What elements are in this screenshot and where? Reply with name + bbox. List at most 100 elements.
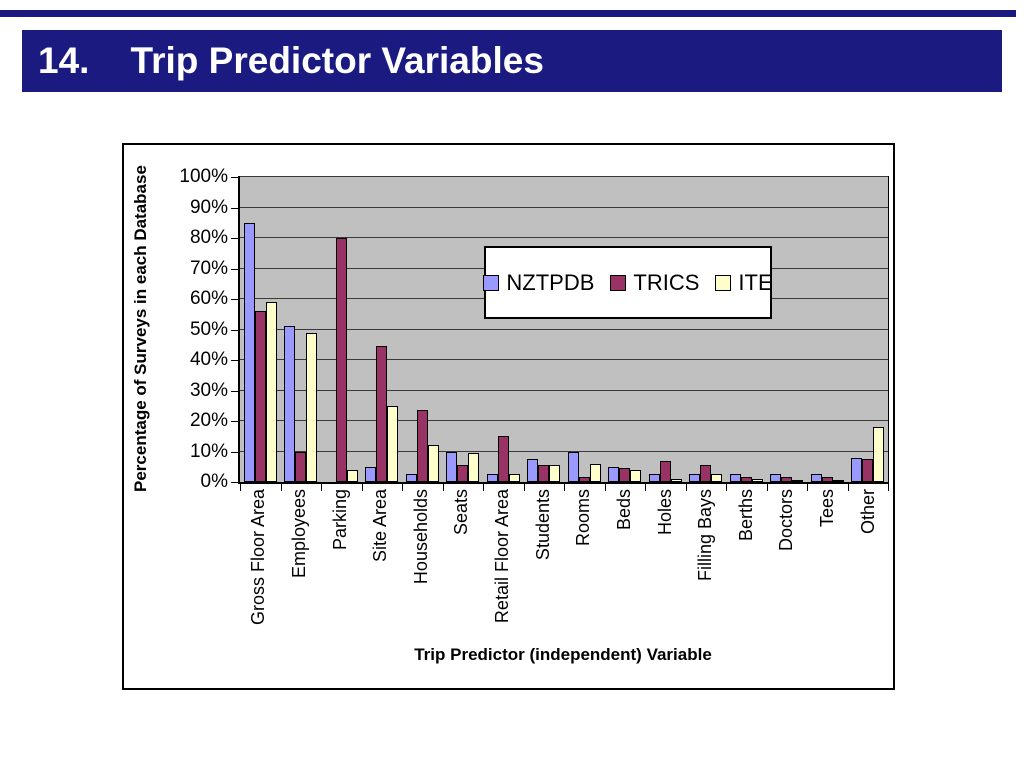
bar-ite-doctors [792, 480, 804, 482]
bar-group-parking [321, 177, 362, 482]
x-axis-tick [604, 484, 606, 491]
bar-nztpdb-beds [608, 466, 620, 482]
bar-group-beds [605, 177, 646, 482]
y-tick-label-50pct: 50% [189, 318, 228, 340]
bar-trics-employees [295, 451, 307, 482]
y-tick-label-100pct: 100% [179, 166, 228, 187]
gridline-50pct [240, 328, 888, 330]
x-category-label: Filling Bays [695, 489, 716, 582]
x-label-cell: Berths [726, 489, 767, 659]
legend-swatch-trics [610, 274, 627, 291]
y-tick-label-70pct: 70% [189, 257, 228, 279]
x-axis-tick [807, 484, 808, 491]
y-axis-tick [231, 421, 238, 422]
bar-ite-holes [670, 478, 682, 482]
x-category-label: Parking [329, 489, 350, 551]
x-label-cell: Beds [604, 489, 645, 659]
legend-item-trics: TRICS [610, 270, 699, 296]
bar-trics-berths [740, 477, 752, 482]
y-tick-label-60pct: 60% [189, 288, 228, 309]
x-category-label: Retail Floor Area [492, 489, 513, 624]
bar-ite-other [873, 427, 885, 482]
bar-trics-retail-floor-area [497, 436, 509, 482]
bar-ite-site-area [387, 405, 399, 482]
x-axis-title: Trip Predictor (independent) Variable [414, 645, 712, 664]
bar-group-holes [645, 177, 686, 482]
gridline-90pct [240, 206, 888, 208]
bar-group-other [848, 177, 889, 482]
bar-group-retail-floor-area [483, 177, 524, 482]
bar-ite-students [549, 465, 561, 482]
x-axis-tick [321, 484, 322, 491]
y-axis-title: Percentage of Surveys in each Database [131, 165, 150, 493]
bar-group-site-area [362, 177, 403, 482]
y-axis-tick [231, 177, 238, 178]
legend-label-nztpdb: NZTPDB [506, 269, 595, 295]
x-axis-tick [523, 484, 525, 491]
bar-group-tees [807, 177, 848, 482]
x-category-label: Employees [288, 489, 309, 579]
y-tick-label-30pct: 30% [189, 379, 228, 401]
x-category-label: Tees [817, 489, 838, 528]
bar-ite-berths [751, 478, 763, 482]
bar-group-doctors [767, 177, 808, 482]
x-category-label: Doctors [776, 489, 797, 552]
x-label-cell: Filling Bays [685, 489, 726, 659]
bar-nztpdb-holes [648, 474, 660, 482]
bar-nztpdb-households [405, 474, 417, 482]
bar-ite-gross-floor-area [265, 302, 277, 482]
x-category-label: Seats [451, 489, 472, 536]
x-category-label: Berths [735, 489, 756, 542]
bar-trics-rooms [578, 477, 590, 482]
y-tick-label-90pct: 90% [189, 196, 228, 218]
bar-nztpdb-students [527, 459, 539, 482]
gridline-100pct [240, 176, 888, 177]
x-category-label: Other [857, 489, 878, 535]
bar-ite-tees [832, 480, 844, 482]
bar-trics-beds [619, 468, 631, 482]
x-label-cell: Employees [279, 489, 320, 659]
bar-nztpdb-gross-floor-area [243, 222, 255, 482]
bar-trics-site-area [376, 346, 388, 482]
x-label-cell: Seats [441, 489, 482, 659]
x-label-cell: Holes [644, 489, 685, 659]
x-label-cell: Doctors [766, 489, 807, 659]
y-tick-label-10pct: 10% [189, 440, 228, 462]
x-category-label: Rooms [573, 489, 594, 547]
x-axis-tick [847, 484, 849, 491]
legend-label-ite: ITE [738, 269, 773, 295]
bar-trics-seats [457, 465, 469, 482]
y-tick-label-0pct: 0% [200, 471, 228, 492]
legend-swatch-ite [715, 274, 732, 291]
y-axis-tick [231, 329, 238, 331]
bar-nztpdb-other [851, 457, 863, 482]
bar-nztpdb-rooms [567, 451, 579, 482]
x-axis-tick [280, 484, 282, 491]
legend: NZTPDB TRICS ITE [483, 246, 773, 319]
bar-trics-parking [335, 238, 347, 482]
bar-group-gross-floor-area [240, 177, 281, 482]
y-axis-tick [231, 482, 238, 483]
x-axis-tick [442, 484, 444, 491]
bar-group-employees [281, 177, 322, 482]
legend-swatch-nztpdb [483, 274, 500, 291]
x-axis-tick [685, 484, 687, 491]
y-tick-label-20pct: 20% [189, 410, 228, 431]
bar-trics-students [538, 465, 550, 482]
y-tick-label-80pct: 80% [189, 227, 228, 248]
x-label-cell: Site Area [360, 489, 401, 659]
y-tick-label-40pct: 40% [189, 349, 228, 370]
bar-trics-holes [659, 460, 671, 482]
bar-ite-employees [306, 332, 318, 482]
plot-area [238, 176, 889, 484]
bar-ite-seats [468, 453, 480, 482]
x-axis-tick [483, 484, 484, 491]
bar-trics-filling-bays [700, 465, 712, 482]
x-axis-tick [888, 484, 889, 491]
bar-trics-other [862, 459, 874, 482]
x-label-cell: Tees [807, 489, 848, 659]
bar-ite-parking [346, 469, 358, 482]
bar-group-students [524, 177, 565, 482]
x-axis-tick [402, 484, 403, 491]
bar-trics-gross-floor-area [254, 311, 266, 482]
